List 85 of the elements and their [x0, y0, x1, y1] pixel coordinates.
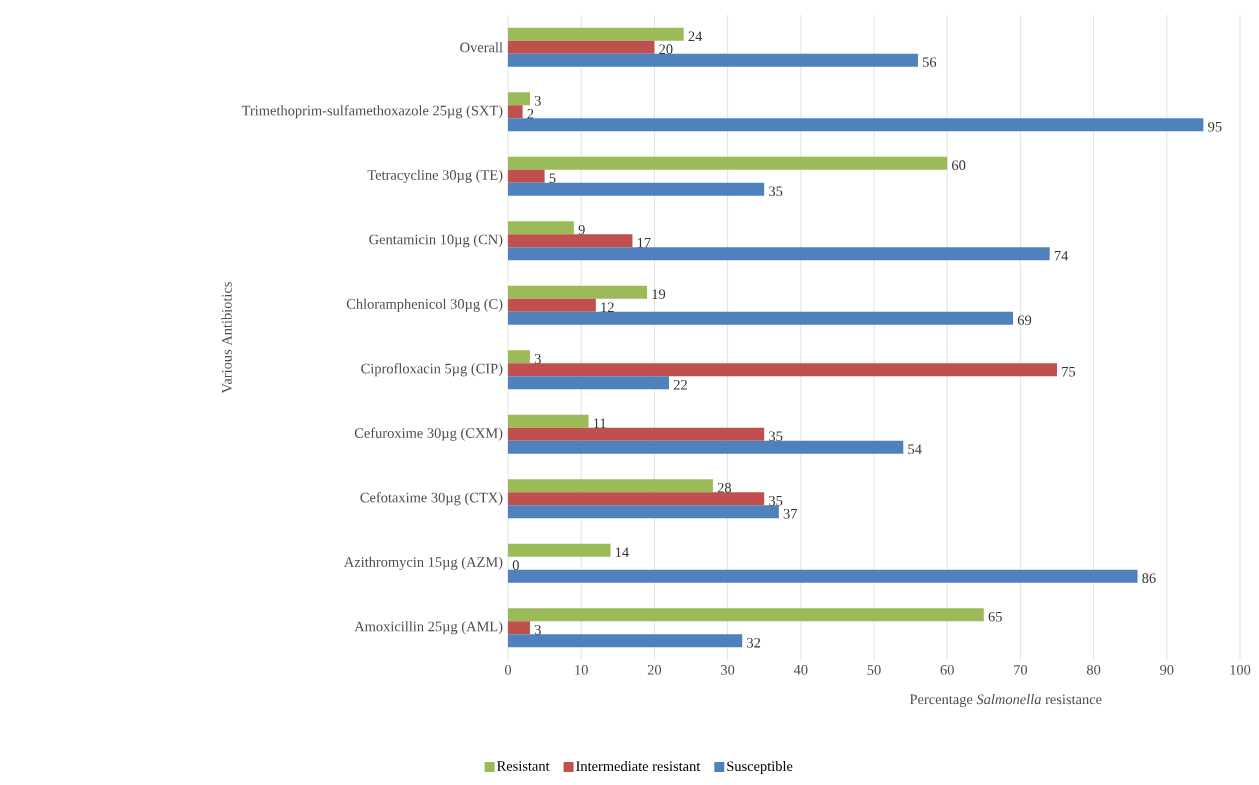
bar [508, 169, 545, 183]
data-label: 2 [527, 108, 534, 119]
data-label: 86 [1142, 573, 1156, 584]
bar [508, 247, 1050, 261]
bar [508, 27, 684, 41]
y-tick-label: Tetracycline 30µg (TE) [367, 169, 503, 183]
bar [508, 440, 904, 454]
data-label: 5 [549, 173, 556, 184]
bar [508, 182, 765, 196]
data-label: 74 [1054, 250, 1069, 261]
data-label: 11 [593, 418, 606, 429]
x-tick-label: 100 [1230, 665, 1251, 675]
bar [508, 505, 779, 519]
bar [508, 621, 530, 635]
data-label: 19 [652, 289, 666, 300]
bar [508, 543, 611, 557]
data-label: 65 [988, 611, 1002, 622]
y-tick-label: Ciprofloxacin 5µg (CIP) [361, 363, 503, 377]
data-label: 75 [1062, 366, 1076, 377]
bar [508, 118, 1204, 132]
data-label: 0 [512, 560, 519, 571]
bar [508, 311, 1014, 325]
y-tick-label: Cefuroxime 30µg (CXM) [354, 427, 503, 441]
bar [508, 285, 648, 299]
data-label: 12 [601, 302, 614, 313]
bar [508, 156, 948, 170]
y-tick-label: Overall [460, 42, 503, 53]
bar [508, 363, 1058, 377]
bar [508, 634, 743, 648]
y-tick-label: Amoxicillin 25µg (AML) [354, 621, 503, 635]
data-label: 60 [952, 160, 966, 171]
data-label: 3 [534, 95, 541, 106]
y-tick-label: Cefotaxime 30µg (CTX) [360, 492, 503, 506]
bar [508, 92, 530, 106]
x-axis-title: Percentage Salmonella resistance [909, 694, 1102, 708]
y-tick-label: Trimethoprim-sulfamethoxazole 25µg (SXT) [241, 105, 503, 119]
data-label: 9 [578, 224, 585, 235]
data-label: 35 [769, 186, 783, 197]
legend-label: Resistant [497, 761, 550, 771]
data-label: 3 [534, 624, 541, 635]
data-label: 35 [769, 495, 783, 506]
bar [508, 40, 655, 54]
data-label: 35 [769, 431, 783, 442]
data-label: 20 [659, 44, 673, 55]
x-tick-label: 20 [647, 665, 662, 675]
bar [508, 569, 1138, 583]
data-label: 95 [1208, 121, 1222, 132]
x-tick-label: 80 [1086, 665, 1101, 675]
legend-label: Susceptible [727, 760, 793, 775]
data-label: 37 [783, 508, 798, 519]
x-tick-label: 90 [1160, 665, 1174, 675]
data-label: 69 [1017, 315, 1032, 326]
data-label: 24 [688, 31, 703, 42]
x-tick-label: 40 [793, 665, 808, 675]
y-axis-title: Various Antibiotics [221, 282, 232, 394]
x-tick-label: 60 [940, 665, 954, 675]
data-label: 54 [908, 444, 922, 455]
data-label: 14 [615, 547, 629, 558]
data-label: 32 [747, 637, 761, 648]
bar [508, 350, 530, 364]
bar [508, 492, 765, 506]
y-tick-label: Chloramphenicol 30µg (C) [346, 298, 503, 312]
x-tick-label: 0 [504, 665, 512, 675]
bar [508, 105, 523, 119]
legend-label: Intermediate resistant [576, 760, 701, 772]
y-tick-label: Azithromycin 15µg (AZM) [343, 556, 503, 570]
bar [508, 427, 765, 441]
x-tick-label: 10 [575, 665, 588, 675]
data-label: 28 [717, 482, 732, 493]
bar [508, 221, 574, 235]
data-label: 3 [534, 353, 541, 364]
data-label: 22 [673, 379, 687, 390]
y-tick-label: Gentamicin 10µg (CN) [369, 234, 503, 248]
bar [508, 479, 713, 493]
data-label: 56 [922, 57, 937, 68]
bar [508, 414, 589, 428]
bar [508, 53, 918, 67]
x-tick-label: 50 [867, 665, 881, 675]
data-label: 17 [637, 237, 651, 248]
bar [508, 376, 670, 390]
bar [508, 298, 596, 312]
x-tick-label: 30 [721, 665, 735, 675]
x-tick-label: 70 [1014, 665, 1028, 675]
bar [508, 234, 633, 248]
bar [508, 608, 984, 622]
